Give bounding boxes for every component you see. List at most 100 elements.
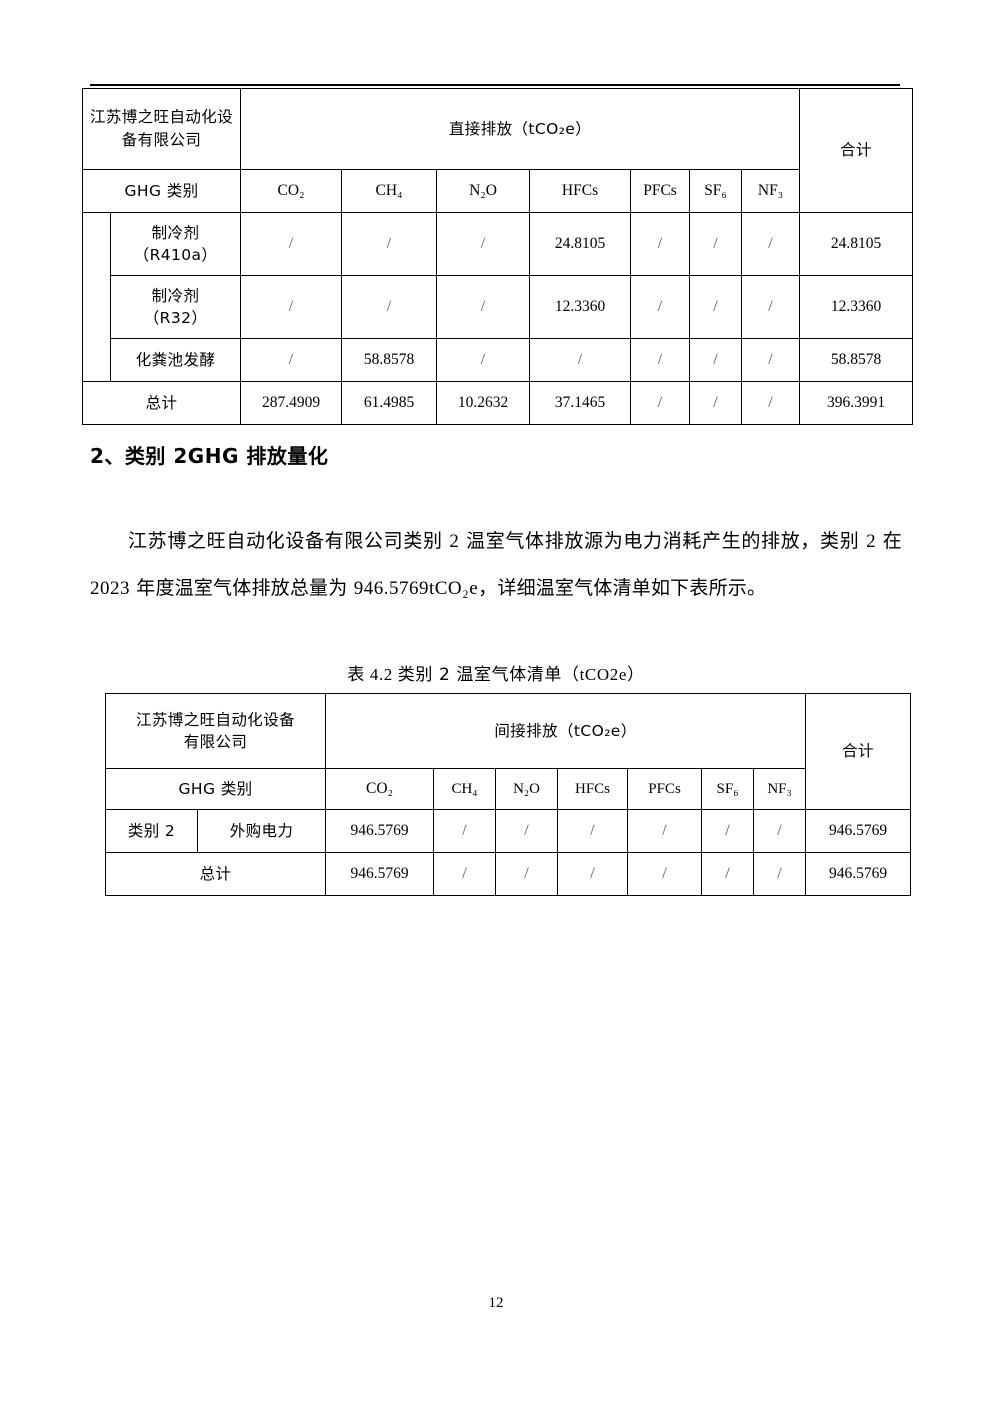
source-label-line1: 制冷剂 [151,287,200,305]
cell-text: 396.3991 [826,394,886,411]
source-label-line1: 化粪池发酵 [135,350,216,369]
cell-text: / [713,393,718,411]
cell-text: / [462,864,467,882]
cell-text: / [288,234,294,252]
gas-header-nf3: NF₃ [741,169,801,213]
paragraph-text-part2: 温室气体排放源为电力消耗产生的排放，类别 [459,530,867,552]
cell-value: / [689,212,743,276]
cell-text: / [480,297,486,315]
cell-text: / [288,350,294,368]
gas-header-label: CH₄ [375,182,403,199]
table-indirect-emissions: 江苏博之旺自动化设备 有限公司 间接排放（tCO₂e） 合计 GHG 类别 CO… [104,693,912,896]
total-row-label-cell: 总计 [104,852,327,896]
cell-value: / [630,338,691,382]
table-row-total: 总计 287.4909 61.4985 10.2632 37.1465 / / … [81,381,914,425]
cell-total-value: 61.4985 [341,381,438,425]
cell-value: / [240,338,343,382]
cell-total-value: 946.5769 [325,852,435,896]
gas-header-label: HFCs [575,780,611,797]
cell-total-value: / [433,852,497,896]
gas-header-label: NF₃ [757,182,784,199]
cell-text: / [480,350,486,368]
caption-prefix: 表 4.2 [347,665,398,684]
cell-text: / [462,821,467,839]
cell-total-value: 37.1465 [529,381,632,425]
total-row-label-cell: 总计 [81,381,242,425]
table-direct-emissions: 江苏博之旺自动化设备有限公司 直接排放（tCO₂e） 合计 GHG 类别 CO₂… [81,88,914,425]
source-label-cell: 化粪池发酵 [109,338,242,382]
cell-text: / [725,821,730,839]
table-row-header-gases: GHG 类别 CO₂ CH₄ N₂O HFCs PFCs SF₆ NF₃ [81,169,913,213]
paragraph-text-part1: 江苏博之旺自动化设备有限公司类别 [128,530,450,552]
cell-text: / [657,350,663,368]
cell-total-value: / [689,381,743,425]
cell-text: 12.3360 [830,298,882,315]
gas-header-label: SF₆ [704,182,727,199]
source-label-line1: 制冷剂 [151,224,200,242]
cell-text: / [577,350,583,368]
cell-value: 946.5769 [325,809,435,853]
total-row-label: 总计 [199,864,232,883]
cell-text: / [386,297,392,315]
cell-text: / [657,393,663,411]
cell-value: / [436,338,531,382]
body-paragraph: 江苏博之旺自动化设备有限公司类别 2 温室气体排放源为电力消耗产生的排放，类别 … [90,518,902,612]
group-header-direct: 直接排放（tCO₂e） [240,88,801,170]
cell-value: 58.8578 [341,338,438,382]
table-row: 制冷剂 （R410a） / / / 24.8105 / / / 24.8105 [82,212,914,382]
cell-text: / [386,234,392,252]
gas-header-ch4: CH₄ [433,768,497,810]
paragraph-text-part4: 年度温室气体排放总量为 [130,577,354,599]
cell-text: 58.8578 [363,351,415,368]
page-number: 12 [488,1295,504,1311]
cell-text: / [768,350,773,368]
cell-text: 10.2632 [457,394,509,411]
cell-row-total: 12.3360 [799,275,914,339]
table-row-header-gases: GHG 类别 CO₂ CH₄ N₂O HFCs PFCs SF₆ NF₃ [104,768,911,810]
paragraph-text-part3: 在 [876,530,902,552]
cell-value: 12.3360 [529,275,632,339]
cell-total-value: / [701,852,755,896]
cell-text: 946.5769 [828,822,888,839]
gas-header-ch4: CH₄ [341,169,438,213]
gas-header-label: N₂O [469,182,497,199]
source-label-cell: 制冷剂 （R32） [109,275,242,339]
cell-text: 946.5769 [350,865,409,882]
cell-text: 287.4909 [261,394,321,411]
cell-text: / [524,821,529,839]
cell-text: / [657,234,663,252]
cell-text: / [662,864,667,882]
cell-value: / [433,809,497,853]
total-header-cell: 合计 [805,693,912,810]
gas-header-co2: CO₂ [325,768,435,810]
cell-text: / [524,864,529,882]
cell-text: 12.3360 [554,298,606,315]
source-label-line2: （R410a） [133,246,218,264]
gas-header-pfcs: PFCs [627,768,703,810]
gas-header-n2o: N₂O [436,169,531,213]
cell-text: / [777,864,782,882]
category-label: 类别 2 [127,821,176,840]
cell-text: 946.5769 [350,822,409,839]
table-row: 化粪池发酵 / 58.8578 / / / / / 58.8578 [83,338,914,382]
category-header-label: GHG 类别 [124,181,199,200]
gas-header-co2: CO₂ [240,169,343,213]
source-label-cell: 制冷剂 （R410a） [109,212,242,276]
cell-text: / [768,297,773,315]
cell-value: / [741,338,801,382]
cell-text: / [480,234,486,252]
cell-value: / [341,212,438,276]
table-row: 类别 2 外购电力 946.5769 / / / / / / 946.5769 [105,809,912,853]
paragraph-category-number: 2 [449,531,460,552]
cell-text: / [657,297,663,315]
total-header-cell: 合计 [799,88,914,213]
cell-total-value: / [753,852,807,896]
gas-header-label: N₂O [513,780,540,797]
cell-total-value: / [557,852,629,896]
cell-value: / [341,275,438,339]
table-row-header-group: 江苏博之旺自动化设备有限公司 直接排放（tCO₂e） 合计 [81,88,914,213]
cell-value: / [753,809,807,853]
group-header-label: 间接排放（tCO₂e） [494,721,637,740]
cell-text: / [725,864,730,882]
section-heading: 2、类别 2GHG 排放量化 [90,444,329,468]
